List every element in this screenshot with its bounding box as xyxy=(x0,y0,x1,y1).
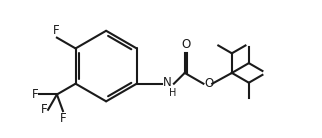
Text: O: O xyxy=(204,77,213,90)
Text: F: F xyxy=(32,88,38,101)
Text: H: H xyxy=(169,88,176,98)
Text: F: F xyxy=(41,103,47,116)
Text: O: O xyxy=(181,38,190,51)
Text: N: N xyxy=(163,76,172,89)
Text: F: F xyxy=(60,112,66,125)
Text: F: F xyxy=(52,24,59,37)
